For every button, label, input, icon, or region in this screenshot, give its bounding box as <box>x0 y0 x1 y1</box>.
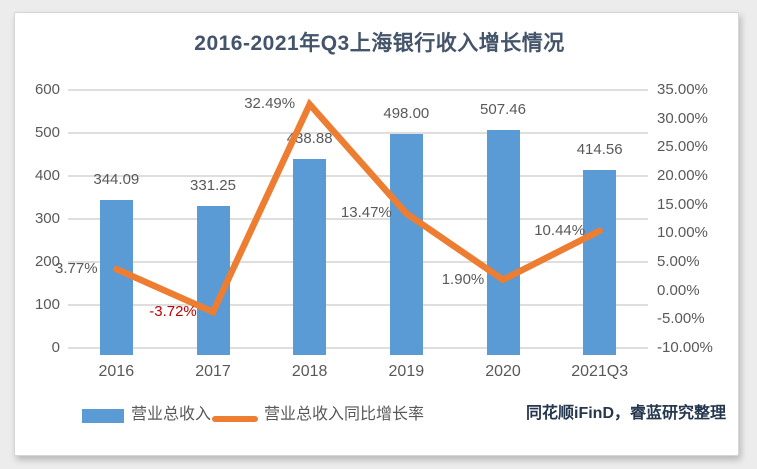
line-value-label: 32.49% <box>244 95 296 113</box>
bar-value-label: 331.25 <box>190 176 236 194</box>
x-axis-label: 2021Q3 <box>571 363 629 380</box>
bar-value-label: 344.09 <box>93 171 140 189</box>
y-axis-right-tick: 30.00% <box>657 109 708 127</box>
y-axis-right-tick: 35.00% <box>657 81 708 98</box>
gridline <box>68 261 648 263</box>
x-axis-label: 2017 <box>195 363 231 380</box>
x-axis-label: 2020 <box>485 363 521 380</box>
chart-title: 2016-2021年Q3上海银行收入增长情况 <box>194 32 565 55</box>
y-axis-left-tick: 500 <box>34 124 60 141</box>
x-axis-label: 2018 <box>291 363 328 380</box>
bar-value-label: 498.00 <box>383 104 430 122</box>
bar-value-label: 438.88 <box>286 130 333 148</box>
legend-item-revenue: 营业总收入 <box>131 406 212 423</box>
source-note: 同花顺iFinD，睿蓝研究整理 <box>526 405 726 422</box>
line-value-label: 3.77% <box>55 260 98 278</box>
x-axis-label: 2019 <box>388 363 425 380</box>
gridline <box>68 347 648 349</box>
y-axis-right-tick: 5.00% <box>657 253 700 270</box>
y-axis-left-tick: 600 <box>34 81 60 98</box>
gridline <box>68 132 648 134</box>
y-axis-right-tick: 25.00% <box>657 138 708 156</box>
line-value-label: 13.47% <box>340 204 392 222</box>
y-axis-right-tick: 20.00% <box>657 167 708 184</box>
bar-value-label: 507.46 <box>480 100 526 118</box>
y-axis-right-tick: -10.00% <box>657 339 713 356</box>
y-axis-left-tick: 300 <box>34 210 60 227</box>
legend-item-growth-rate: 营业总收入同比增长率 <box>264 406 425 423</box>
line-value-label: -3.72% <box>149 302 197 320</box>
line-value-label: 1.90% <box>441 270 485 288</box>
bar-revenue <box>389 133 423 355</box>
y-axis-right-tick: 0.00% <box>657 281 700 299</box>
y-axis-left-tick: 100 <box>34 296 60 313</box>
bar-value-label: 414.56 <box>576 140 623 158</box>
bar-revenue <box>583 169 617 355</box>
y-axis-left-tick: 400 <box>34 167 60 184</box>
legend-bar-swatch-icon <box>82 409 124 423</box>
line-value-label: 10.44% <box>534 221 586 239</box>
bar-revenue <box>196 205 230 355</box>
y-axis-left-tick: 0 <box>51 339 60 356</box>
bar-revenue <box>293 159 327 355</box>
legend-line-swatch-icon <box>212 416 258 422</box>
gridline <box>68 89 648 91</box>
y-axis-left-tick: 200 <box>34 253 60 270</box>
y-axis-right-tick: 15.00% <box>657 195 708 213</box>
y-axis-right-tick: -5.00% <box>657 310 705 328</box>
bar-revenue <box>486 129 520 355</box>
y-axis-right-tick: 10.00% <box>657 224 708 242</box>
x-axis-label: 2016 <box>98 363 135 380</box>
